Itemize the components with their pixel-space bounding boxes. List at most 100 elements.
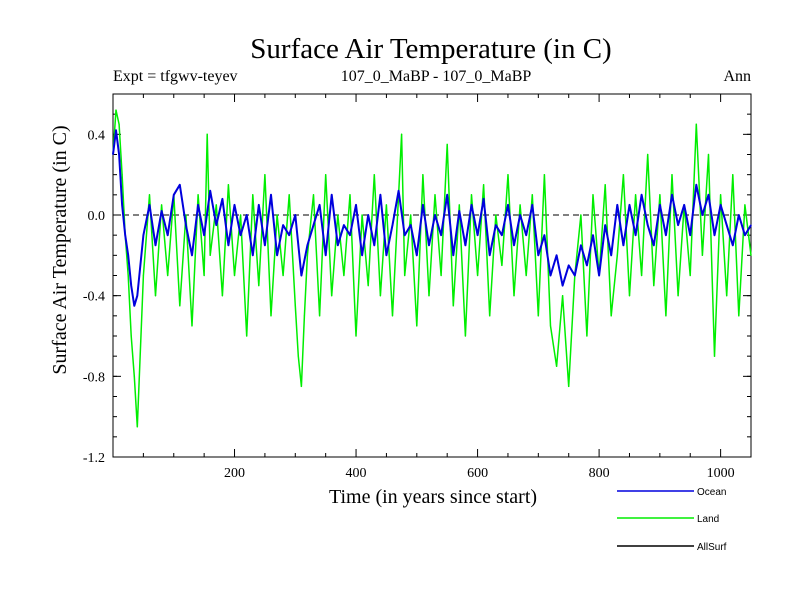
data-point-ocean bbox=[647, 224, 649, 226]
data-point-land bbox=[592, 194, 594, 196]
data-point-ocean bbox=[385, 254, 388, 256]
y-tick-label: -1.2 bbox=[83, 451, 105, 466]
data-point-ocean bbox=[726, 224, 728, 226]
data-point-land bbox=[300, 385, 302, 388]
data-point-land bbox=[452, 305, 454, 307]
data-point-ocean bbox=[422, 204, 424, 206]
data-point-land bbox=[501, 264, 503, 267]
data-point-land bbox=[379, 295, 381, 297]
data-point-land bbox=[118, 123, 120, 125]
data-point-ocean bbox=[379, 194, 381, 196]
data-point-land bbox=[671, 174, 673, 176]
data-point-ocean bbox=[416, 254, 418, 256]
data-point-ocean bbox=[555, 254, 558, 256]
chart-title: Surface Air Temperature (in C) bbox=[250, 33, 611, 65]
data-point-ocean bbox=[127, 254, 129, 256]
data-point-ocean bbox=[452, 254, 454, 256]
data-point-ocean bbox=[720, 204, 722, 206]
data-point-ocean bbox=[185, 224, 187, 226]
data-point-ocean bbox=[404, 234, 406, 236]
data-point-land bbox=[209, 254, 211, 256]
data-point-land bbox=[179, 305, 181, 307]
data-point-land bbox=[707, 153, 710, 156]
data-point-ocean bbox=[476, 234, 479, 236]
data-point-ocean bbox=[325, 254, 327, 256]
data-point-land bbox=[647, 153, 649, 156]
data-point-land bbox=[227, 184, 230, 186]
data-point-ocean bbox=[689, 234, 691, 236]
data-point-ocean bbox=[167, 234, 169, 236]
data-point-ocean bbox=[677, 224, 679, 226]
data-point-land bbox=[206, 133, 208, 135]
data-point-land bbox=[349, 194, 351, 196]
data-point-land bbox=[695, 123, 697, 125]
data-point-ocean bbox=[519, 214, 521, 216]
data-point-land bbox=[689, 274, 691, 277]
data-point-land bbox=[246, 335, 248, 337]
data-point-land bbox=[297, 355, 299, 357]
data-point-ocean bbox=[246, 214, 248, 216]
data-point-land bbox=[276, 214, 278, 216]
data-point-ocean bbox=[707, 194, 710, 196]
data-point-land bbox=[233, 274, 236, 277]
data-point-land bbox=[628, 295, 631, 297]
data-point-ocean bbox=[470, 204, 473, 206]
data-point-land bbox=[622, 174, 625, 176]
data-point-land bbox=[726, 295, 728, 297]
x-tick-label: 1000 bbox=[707, 466, 735, 481]
data-point-ocean bbox=[121, 204, 123, 206]
y-tick-label: -0.4 bbox=[83, 290, 105, 305]
data-point-land bbox=[537, 315, 539, 317]
data-point-land bbox=[282, 274, 284, 277]
data-point-land bbox=[713, 355, 716, 357]
data-point-ocean bbox=[258, 204, 260, 206]
data-point-land bbox=[325, 174, 327, 176]
data-point-ocean bbox=[458, 210, 460, 212]
legend: Ocean Land AllSurf bbox=[617, 487, 727, 553]
plot-area: -1.2 -0.8 -0.4 0.0 0.4 200 400 600 800 1000 bbox=[83, 93, 752, 481]
data-point-ocean bbox=[543, 234, 546, 236]
data-point-land bbox=[318, 315, 321, 317]
data-point-ocean bbox=[659, 204, 661, 206]
data-point-land bbox=[215, 204, 217, 206]
data-point-land bbox=[464, 335, 467, 337]
data-point-land bbox=[586, 335, 588, 337]
data-point-land bbox=[161, 204, 163, 206]
data-point-land bbox=[264, 174, 266, 176]
data-point-ocean bbox=[568, 264, 570, 267]
data-point-ocean bbox=[574, 274, 576, 277]
data-point-ocean bbox=[440, 234, 442, 236]
data-point-ocean bbox=[118, 153, 120, 156]
data-point-ocean bbox=[531, 204, 533, 206]
data-point-ocean bbox=[136, 295, 138, 297]
data-point-ocean bbox=[112, 153, 114, 156]
data-point-land bbox=[130, 335, 132, 337]
data-point-ocean bbox=[750, 224, 752, 226]
data-point-land bbox=[531, 194, 533, 196]
data-point-ocean bbox=[586, 264, 588, 267]
data-point-land bbox=[580, 214, 582, 216]
data-point-land bbox=[701, 254, 703, 256]
data-point-land bbox=[641, 274, 643, 277]
data-point-ocean bbox=[221, 198, 223, 200]
period-label: Ann bbox=[723, 68, 751, 85]
data-point-ocean bbox=[209, 190, 211, 192]
data-point-land bbox=[428, 295, 430, 297]
data-point-land bbox=[404, 274, 406, 277]
data-point-land bbox=[203, 274, 205, 277]
y-tick-label: 0.0 bbox=[88, 209, 106, 224]
data-point-land bbox=[154, 295, 157, 297]
y-tick-label: 0.4 bbox=[88, 128, 106, 143]
data-point-land bbox=[519, 204, 521, 206]
data-point-ocean bbox=[738, 214, 740, 216]
data-point-land bbox=[288, 194, 290, 196]
data-point-land bbox=[665, 315, 667, 317]
data-point-ocean bbox=[580, 244, 582, 246]
data-point-ocean bbox=[191, 254, 193, 256]
data-point-land bbox=[543, 174, 546, 176]
data-point-land bbox=[744, 204, 746, 206]
experiment-label: Expt = tfgwv-teyev bbox=[113, 68, 238, 85]
data-point-land bbox=[185, 214, 187, 216]
data-point-land bbox=[653, 284, 655, 287]
data-point-land bbox=[495, 214, 497, 216]
